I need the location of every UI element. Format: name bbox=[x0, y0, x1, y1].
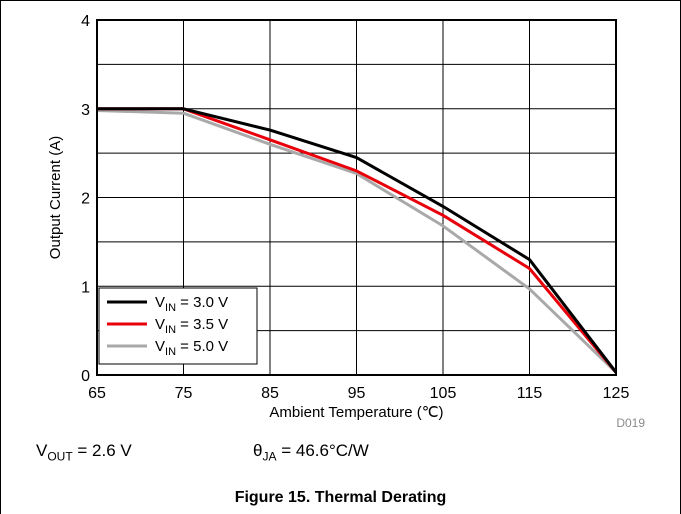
x-tick-label: 115 bbox=[517, 385, 543, 402]
y-tick-label: 0 bbox=[81, 368, 90, 385]
legend-label: VIN = 3.0 V bbox=[155, 294, 228, 314]
page-frame-left bbox=[0, 0, 1, 514]
y-tick-label: 2 bbox=[81, 191, 90, 208]
y-tick-label: 4 bbox=[81, 13, 90, 30]
figure-code: D019 bbox=[616, 416, 645, 430]
y-tick-label: 3 bbox=[81, 102, 90, 119]
plot-frame bbox=[96, 19, 617, 376]
thermal-derating-chart: 65 75 85 95 105 115 125 0 1 2 3 4 Ambient Temperatu… bbox=[47, 13, 645, 430]
x-tick-label: 105 bbox=[430, 385, 457, 402]
chart-series bbox=[96, 107, 618, 374]
chart-tick-labels: 65 75 85 95 105 115 125 0 1 2 3 4 bbox=[81, 13, 629, 402]
legend-label: VIN = 3.5 V bbox=[155, 316, 228, 336]
vout-condition: VOUT = 2.6 V bbox=[36, 441, 132, 464]
figure-caption: Figure 15. Thermal Derating bbox=[234, 489, 447, 506]
series-line-0 bbox=[97, 107, 618, 374]
x-tick-label: 75 bbox=[175, 385, 193, 402]
y-tick-label: 1 bbox=[81, 279, 90, 296]
legend-label: VIN = 5.0 V bbox=[155, 338, 228, 358]
theta-ja-condition: θJA = 46.6°C/W bbox=[253, 441, 369, 464]
x-tick-label: 125 bbox=[603, 385, 630, 402]
x-tick-label: 65 bbox=[88, 385, 106, 402]
x-tick-label: 85 bbox=[261, 385, 279, 402]
x-tick-label: 95 bbox=[348, 385, 366, 402]
series-line-2 bbox=[96, 109, 618, 374]
x-axis-title: Ambient Temperature (℃) bbox=[269, 404, 443, 421]
page-frame-top bbox=[0, 0, 681, 1]
y-axis-title: Output Current (A) bbox=[47, 136, 64, 259]
